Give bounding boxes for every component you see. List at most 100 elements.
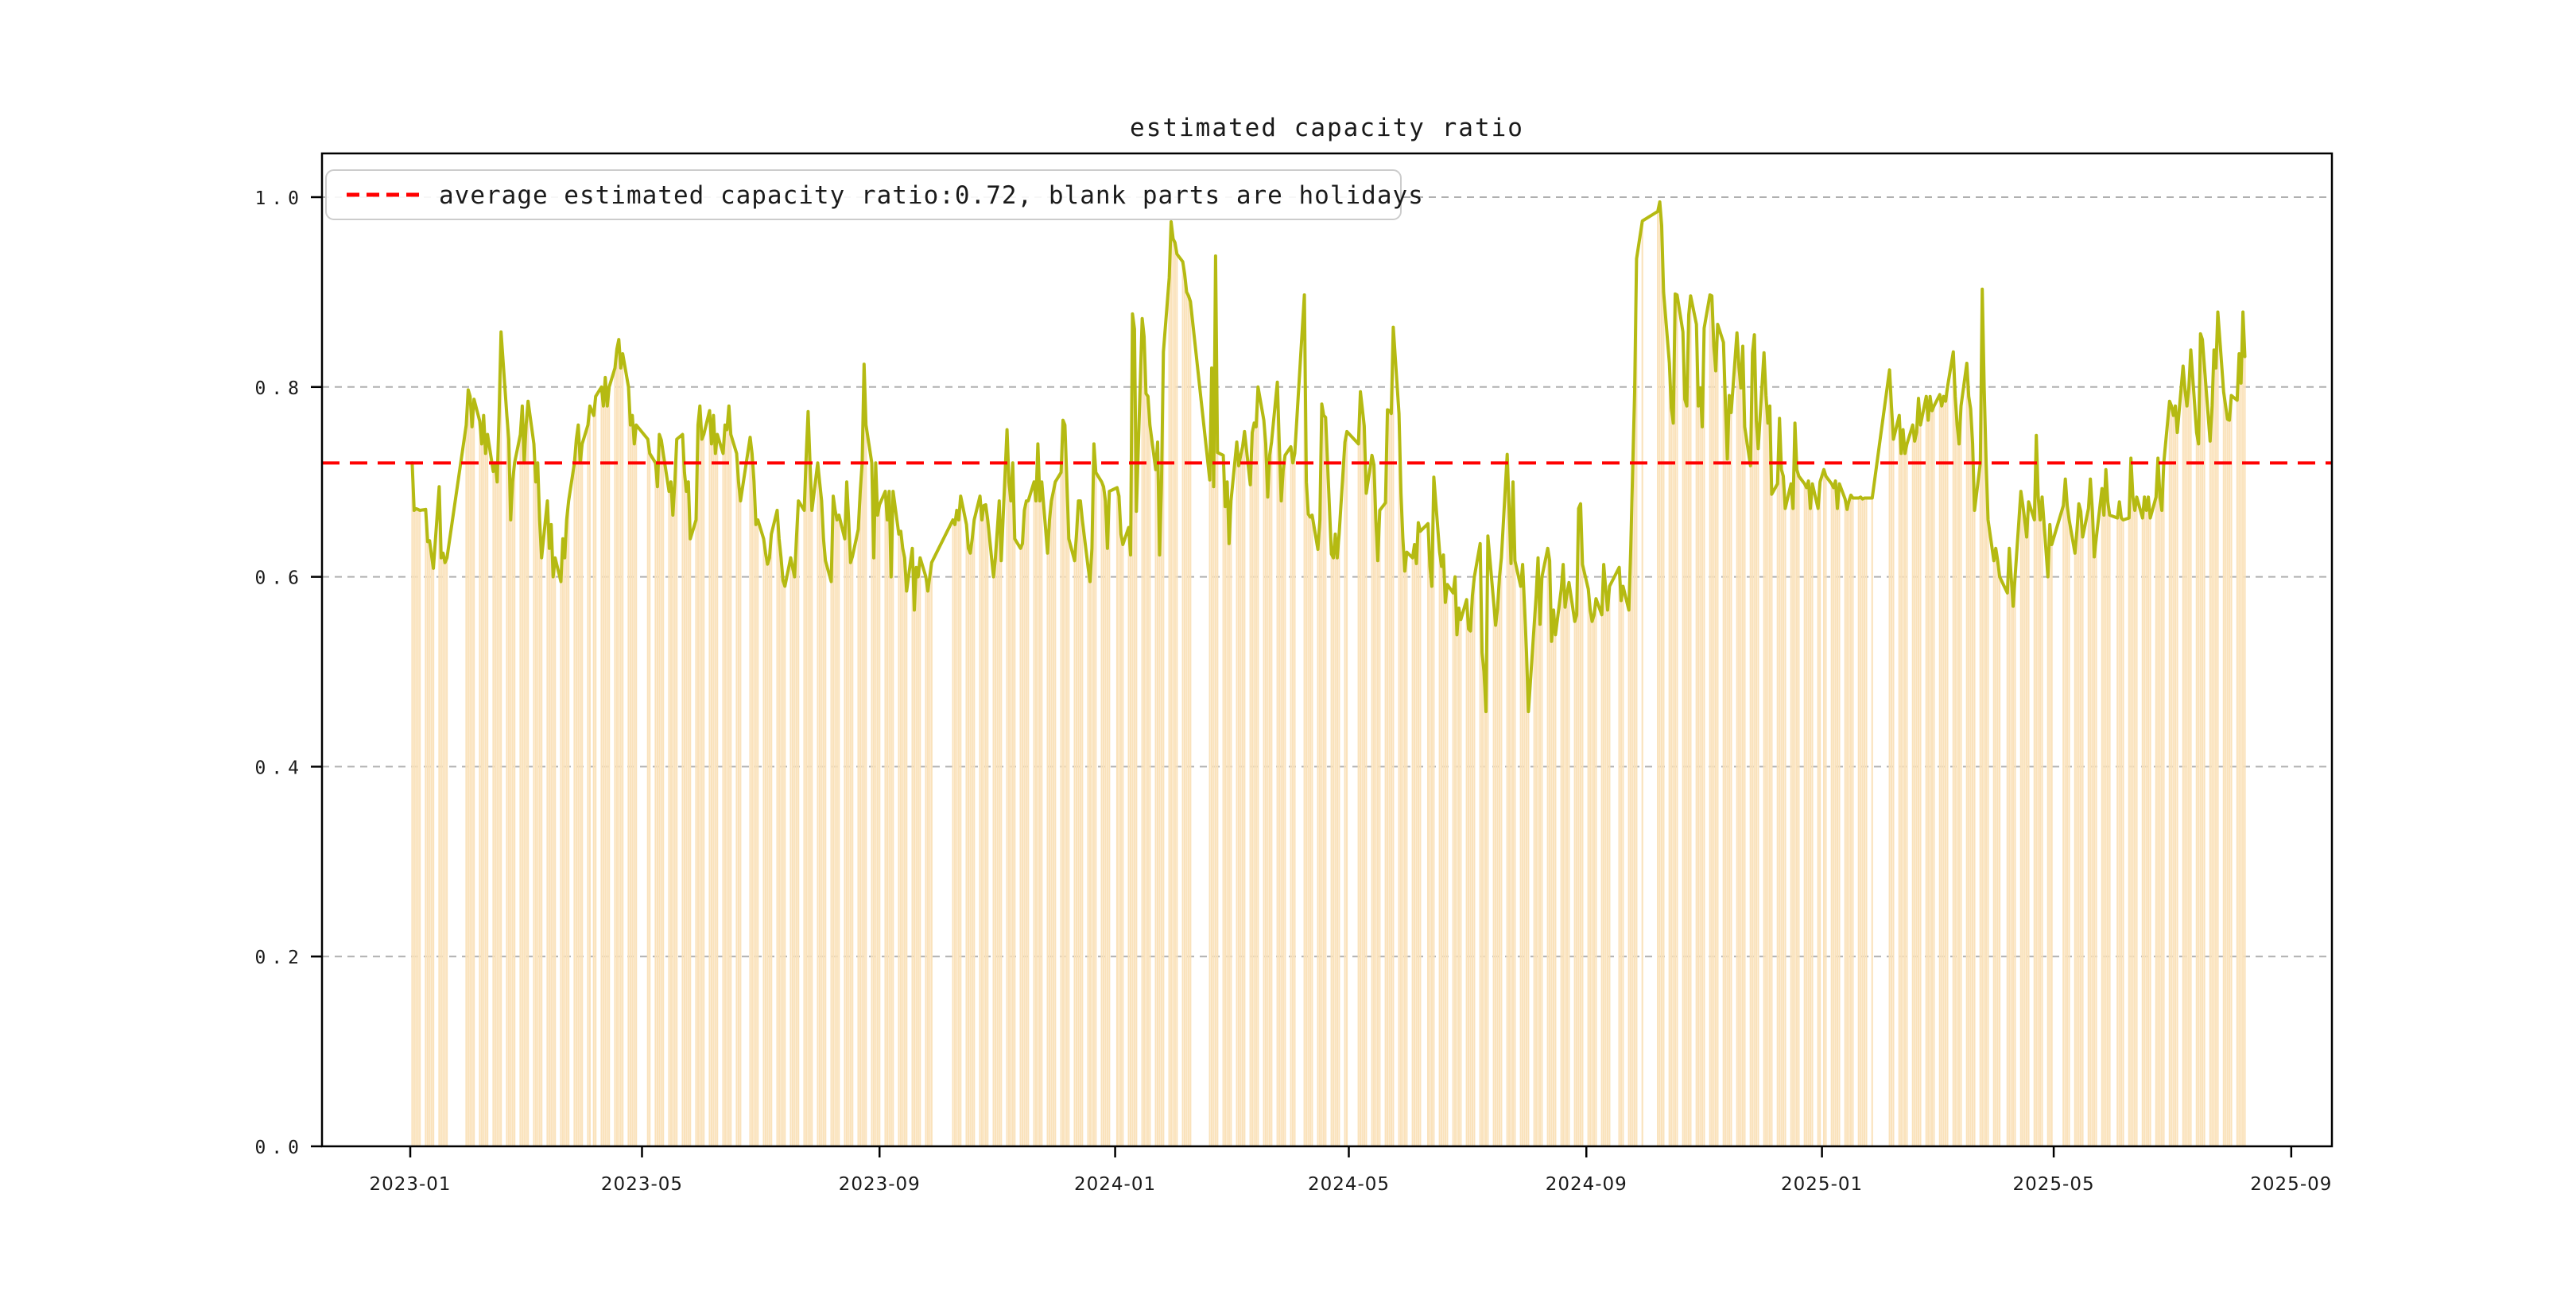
daily-capacity-bar <box>818 482 821 1146</box>
daily-capacity-bar <box>1738 366 1740 1146</box>
daily-capacity-bar <box>577 425 580 1146</box>
daily-capacity-bar <box>1510 563 1512 1146</box>
daily-capacity-bar <box>1267 497 1269 1146</box>
daily-capacity-bar <box>830 581 832 1146</box>
daily-capacity-bar <box>1641 220 1643 1146</box>
daily-capacity-bar <box>525 425 527 1146</box>
daily-capacity-bar <box>440 557 442 1146</box>
daily-capacity-bar <box>1565 592 1569 1146</box>
daily-capacity-bar <box>953 524 956 1146</box>
daily-capacity-bar <box>1985 463 1988 1146</box>
daily-capacity-bar <box>1414 545 1416 1146</box>
daily-capacity-bar <box>1487 536 1489 1146</box>
daily-capacity-bar <box>2186 405 2188 1146</box>
daily-capacity-bar <box>2087 508 2089 1146</box>
daily-capacity-bar <box>1931 410 1934 1146</box>
daily-capacity-bar <box>1471 595 1473 1146</box>
daily-capacity-bar <box>1131 313 1134 1146</box>
daily-capacity-bar <box>1226 482 1228 1146</box>
daily-capacity-bar <box>824 560 827 1146</box>
daily-capacity-bar <box>465 425 467 1146</box>
daily-capacity-bar <box>768 557 770 1146</box>
daily-capacity-bar <box>564 557 566 1146</box>
daily-capacity-bar <box>507 439 510 1146</box>
daily-capacity-bar <box>1523 606 1526 1146</box>
daily-capacity-bar <box>886 520 889 1146</box>
daily-capacity-bar <box>1736 332 1738 1146</box>
daily-capacity-bar <box>1918 398 1920 1147</box>
daily-capacity-bar <box>998 501 1000 1146</box>
daily-capacity-bar <box>1430 586 1433 1146</box>
daily-capacity-bar <box>2128 518 2130 1146</box>
daily-capacity-bar <box>1811 483 1814 1146</box>
daily-capacity-bar <box>1452 592 1454 1146</box>
daily-capacity-bar <box>1006 429 1008 1146</box>
daily-capacity-bar <box>2149 518 2151 1146</box>
daily-capacity-bar <box>473 399 475 1146</box>
daily-capacity-bar <box>919 557 921 1146</box>
daily-capacity-bar <box>1660 225 1663 1146</box>
daily-capacity-bar <box>1670 408 1673 1146</box>
daily-capacity-bar <box>554 557 557 1146</box>
daily-capacity-bar <box>1135 511 1138 1146</box>
daily-capacity-bar <box>844 538 846 1146</box>
daily-capacity-bar <box>2046 576 2049 1146</box>
daily-capacity-bar <box>511 482 514 1146</box>
daily-capacity-bar <box>2202 339 2204 1147</box>
daily-capacity-bar <box>1276 382 1278 1146</box>
daily-capacity-bar <box>845 482 848 1146</box>
daily-capacity-bar <box>2116 518 2119 1146</box>
daily-capacity-bar <box>534 482 537 1146</box>
daily-capacity-bar <box>1068 538 1070 1146</box>
daily-capacity-bar <box>755 524 757 1146</box>
daily-capacity-bar <box>2229 420 2231 1146</box>
daily-capacity-bar <box>425 509 427 1146</box>
daily-capacity-bar <box>592 415 595 1146</box>
daily-capacity-bar <box>716 434 719 1146</box>
daily-capacity-bar <box>1863 498 1866 1146</box>
daily-capacity-bar <box>1942 396 1945 1146</box>
daily-capacity-bar <box>726 429 728 1146</box>
daily-capacity-bar <box>2176 432 2178 1146</box>
daily-capacity-bar <box>1115 487 1119 1146</box>
daily-capacity-bar <box>1162 351 1165 1147</box>
daily-capacity-bar <box>1460 619 1462 1146</box>
daily-capacity-bar <box>1174 242 1176 1146</box>
daily-capacity-bar <box>2077 503 2080 1146</box>
daily-capacity-bar <box>1014 538 1016 1146</box>
daily-capacity-bar <box>1052 491 1054 1146</box>
daily-capacity-bar <box>764 552 766 1147</box>
daily-capacity-bar <box>2066 506 2069 1146</box>
daily-capacity-bar <box>1600 614 1603 1146</box>
daily-capacity-bar <box>1319 520 1321 1146</box>
daily-capacity-bar <box>2091 510 2093 1146</box>
daily-capacity-bar <box>784 586 786 1146</box>
daily-capacity-bar <box>1307 514 1309 1146</box>
daily-capacity-bar <box>1771 494 1773 1146</box>
daily-capacity-bar <box>1956 425 1958 1146</box>
daily-capacity-bar <box>1622 586 1624 1146</box>
daily-capacity-bar <box>602 405 604 1146</box>
daily-capacity-bar <box>2199 333 2202 1146</box>
daily-capacity-bar <box>1027 501 1030 1146</box>
daily-capacity-bar <box>1919 425 1922 1146</box>
daily-capacity-bar <box>980 520 983 1146</box>
daily-capacity-bar <box>739 501 742 1146</box>
daily-capacity-bar <box>1564 607 1566 1146</box>
daily-capacity-bar <box>1954 396 1957 1146</box>
daily-capacity-bar <box>1587 589 1589 1146</box>
daily-capacity-bar <box>1618 567 1620 1146</box>
daily-capacity-bar <box>1686 405 1688 1146</box>
daily-capacity-bar <box>480 444 483 1146</box>
daily-capacity-bar <box>672 515 674 1146</box>
daily-capacity-bar <box>1871 498 1873 1146</box>
daily-capacity-bar <box>2010 576 2012 1146</box>
daily-capacity-bar <box>1309 517 1311 1146</box>
daily-capacity-bar <box>1522 564 1524 1146</box>
daily-capacity-bar <box>442 552 444 1147</box>
daily-capacity-bar <box>1807 481 1810 1146</box>
daily-capacity-bar <box>1627 610 1630 1146</box>
daily-capacity-bar <box>696 425 699 1146</box>
daily-capacity-bar <box>836 520 838 1146</box>
daily-capacity-bar <box>1749 465 1752 1146</box>
